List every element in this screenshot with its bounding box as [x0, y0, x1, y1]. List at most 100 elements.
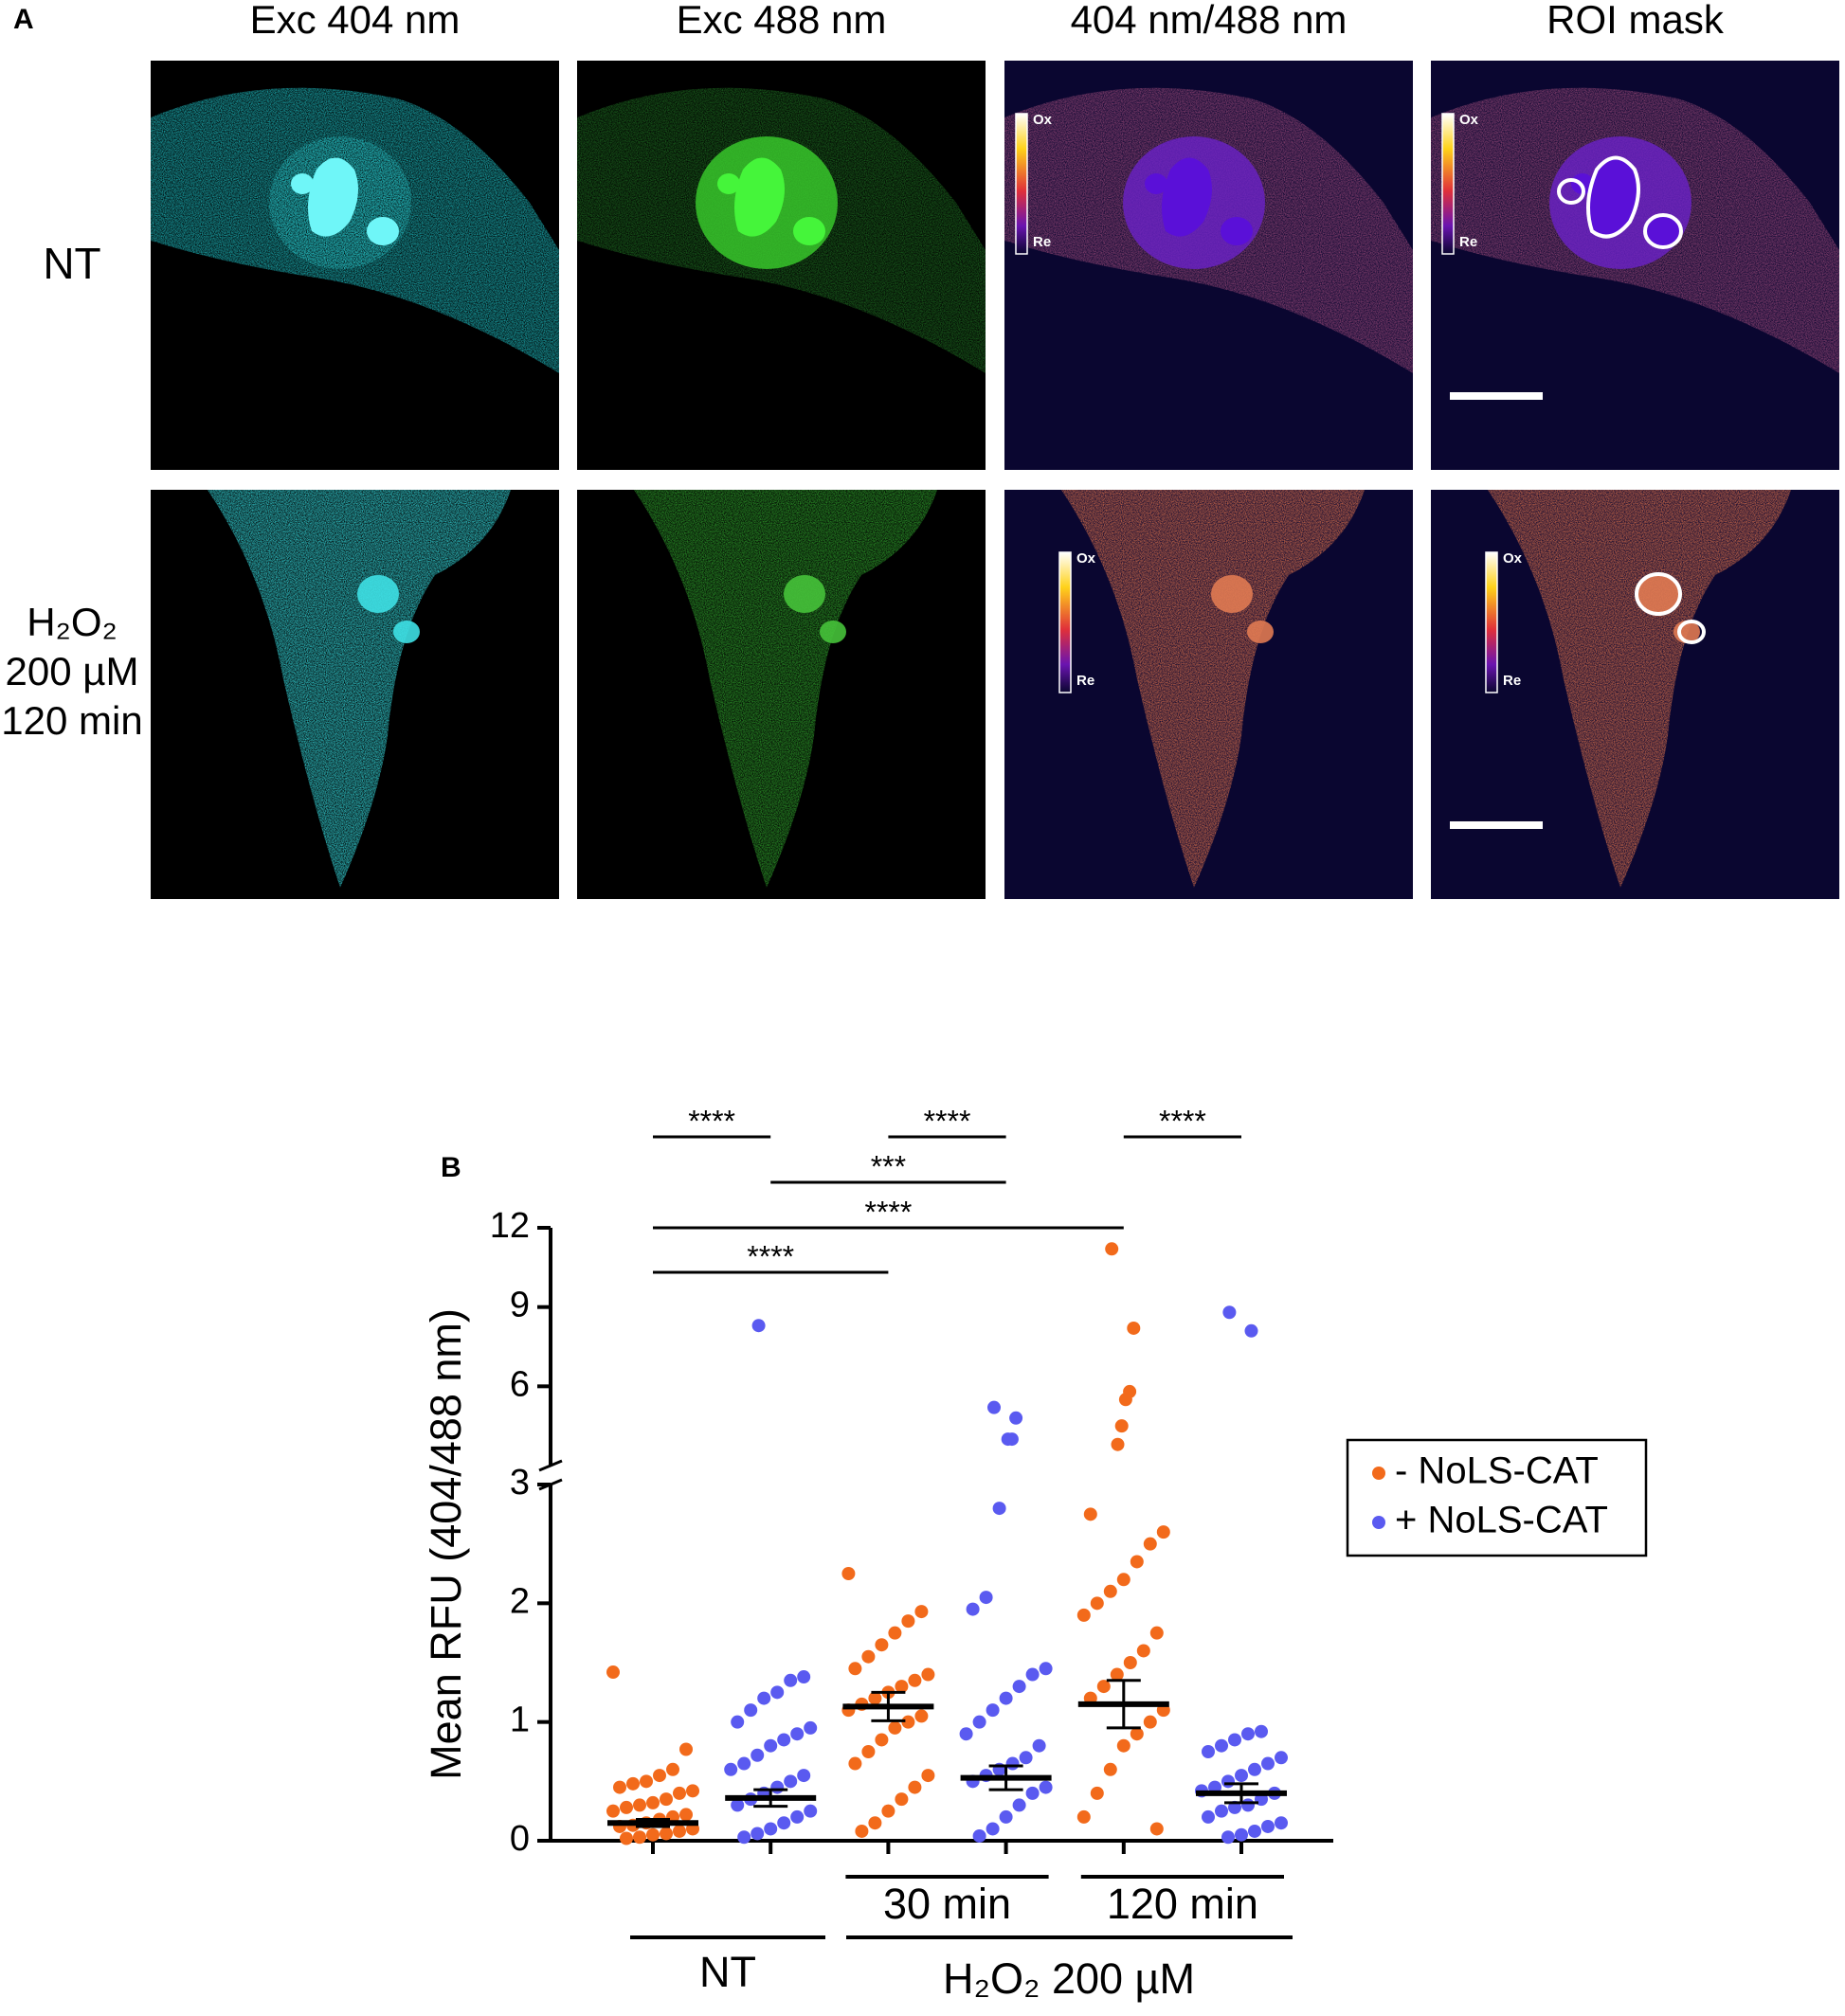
- data-point: [764, 1822, 778, 1836]
- data-point: [1261, 1756, 1275, 1771]
- cell: [208, 490, 511, 888]
- data-point: [1105, 1242, 1119, 1256]
- significance-label: ****: [688, 1104, 735, 1138]
- data-point: [1039, 1662, 1053, 1676]
- data-point: [751, 1827, 765, 1841]
- data-point: [1025, 1667, 1040, 1682]
- data-point: [895, 1792, 909, 1807]
- roi-outline: [1677, 620, 1706, 644]
- micrograph: [577, 490, 986, 899]
- data-point: [1019, 1751, 1033, 1765]
- data-point: [804, 1720, 818, 1735]
- legend-label: + NoLS-CAT: [1395, 1500, 1608, 1541]
- significance-label: ****: [1159, 1104, 1206, 1138]
- data-point: [1228, 1733, 1241, 1747]
- data-point: [908, 1780, 922, 1794]
- error-bar: [1106, 1679, 1141, 1730]
- data-point: [861, 1745, 876, 1758]
- data-point: [784, 1673, 798, 1687]
- data-point: [1130, 1555, 1144, 1569]
- data-point: [979, 1591, 993, 1605]
- data-point: [1221, 1774, 1235, 1789]
- data-point: [784, 1774, 798, 1789]
- row-label: 200 µM: [6, 649, 139, 693]
- data-point: [895, 1680, 909, 1694]
- data-point: [660, 1827, 673, 1841]
- micrograph: [151, 61, 559, 470]
- x-category-label: 30 min: [883, 1880, 1011, 1928]
- data-point: [1202, 1745, 1215, 1758]
- colorbar: [1015, 113, 1028, 255]
- data-point: [646, 1827, 660, 1842]
- data-point: [1255, 1724, 1268, 1738]
- data-point: [1111, 1437, 1125, 1451]
- scale-bar: [1450, 821, 1543, 829]
- data-point: [986, 1822, 1000, 1836]
- data-point: [731, 1715, 745, 1729]
- data-point: [1009, 1411, 1023, 1425]
- data-point: [633, 1798, 646, 1812]
- data-point: [790, 1727, 805, 1741]
- row-label: NT: [43, 239, 100, 288]
- data-point: [972, 1715, 986, 1729]
- data-point: [1215, 1804, 1228, 1818]
- data-point: [1149, 1822, 1164, 1836]
- significance-label: ****: [864, 1195, 912, 1229]
- nucleolus: [1637, 575, 1679, 613]
- data-point: [797, 1769, 811, 1783]
- data-point: [673, 1786, 686, 1800]
- data-point: [959, 1727, 973, 1741]
- significance-label: ****: [747, 1239, 794, 1273]
- data-point: [1222, 1305, 1237, 1320]
- colorbar-label: Ox: [1033, 112, 1053, 128]
- data-point: [679, 1808, 693, 1822]
- data-point: [1241, 1727, 1255, 1741]
- nucleolus: [308, 157, 358, 237]
- data-point: [855, 1824, 869, 1838]
- data-point: [724, 1762, 738, 1776]
- data-point: [987, 1400, 1001, 1414]
- y-tick-label: 2: [510, 1581, 530, 1621]
- data-point: [770, 1685, 785, 1700]
- error-bar: [753, 1788, 788, 1809]
- data-point: [1127, 1321, 1141, 1335]
- error-bar: [988, 1764, 1023, 1791]
- nucleolus: [1162, 157, 1212, 237]
- data-point: [966, 1602, 980, 1616]
- data-point: [666, 1762, 679, 1776]
- data-point: [914, 1709, 929, 1723]
- data-point: [1143, 1537, 1157, 1551]
- data-point: [633, 1830, 646, 1845]
- micrograph: Ox Re: [1004, 490, 1413, 899]
- data-point: [673, 1824, 686, 1838]
- data-point: [731, 1798, 745, 1812]
- x-category-label: 120 min: [1107, 1880, 1258, 1928]
- data-point: [914, 1605, 929, 1619]
- data-point: [626, 1776, 640, 1791]
- colorbar-label: Re: [1033, 234, 1051, 250]
- data-point: [606, 1804, 620, 1818]
- colorbar: [1441, 113, 1455, 255]
- data-point: [972, 1828, 986, 1843]
- data-point: [1032, 1738, 1046, 1753]
- data-point: [1275, 1751, 1288, 1765]
- nucleolus: [357, 575, 399, 613]
- micrograph: Ox Re: [1431, 490, 1839, 899]
- group-label: H₂O₂ 200 µM: [943, 1954, 1195, 2003]
- micrograph: Ox Re: [1004, 61, 1413, 470]
- panel-label: A: [13, 4, 34, 35]
- y-tick-label: 6: [510, 1364, 530, 1404]
- data-point: [888, 1626, 902, 1640]
- data-point: [804, 1804, 818, 1818]
- data-point: [1143, 1715, 1157, 1729]
- nucleolus: [717, 173, 740, 194]
- data-point: [1103, 1762, 1117, 1776]
- row-label: 120 min: [1, 698, 142, 743]
- data-point: [1114, 1419, 1129, 1433]
- data-point: [737, 1830, 751, 1845]
- data-point: [1116, 1573, 1131, 1587]
- data-point: [1090, 1596, 1104, 1611]
- data-point: [1235, 1827, 1248, 1842]
